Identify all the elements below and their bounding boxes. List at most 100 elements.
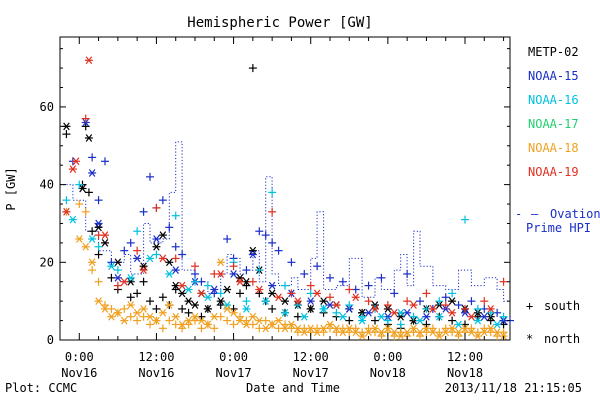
south-point <box>158 196 167 205</box>
south-point <box>229 320 238 329</box>
south-point <box>268 304 277 313</box>
south-point <box>364 297 373 306</box>
south-point <box>133 289 142 298</box>
north-point <box>158 231 167 239</box>
legend-entry: NOAA-17 <box>528 117 579 131</box>
south-point <box>293 301 302 310</box>
north-point <box>165 270 174 278</box>
north-point <box>338 328 347 337</box>
north-point <box>68 215 77 224</box>
north-point <box>371 324 379 333</box>
south-point <box>88 227 97 236</box>
north-point <box>358 332 367 340</box>
legend-entry: NOAA-15 <box>528 69 579 83</box>
south-point <box>364 281 373 290</box>
south-point <box>326 293 334 302</box>
south-point <box>184 308 193 317</box>
south-point <box>242 297 251 306</box>
north-point <box>422 312 431 321</box>
north-point <box>184 297 193 306</box>
north-point <box>454 328 463 337</box>
timestamp: 2013/11/18 21:15:05 <box>445 381 582 395</box>
south-point <box>178 250 187 259</box>
south-point <box>255 266 264 275</box>
north-point <box>210 285 219 294</box>
south-point <box>371 316 379 325</box>
south-point <box>113 281 122 290</box>
north-point <box>139 305 148 313</box>
south-point <box>461 215 469 224</box>
north-point <box>416 328 424 337</box>
north-point <box>319 297 328 306</box>
south-point <box>435 297 444 306</box>
x-tick-date-label: Nov18 <box>447 366 483 380</box>
ovation-legend-sublabel: Prime HPI <box>526 221 591 235</box>
north-point <box>486 324 495 333</box>
south-point <box>422 289 431 298</box>
y-axis-label: P [GW] <box>4 167 18 210</box>
north-point <box>306 297 315 306</box>
x-tick-date-label: Nov18 <box>370 366 406 380</box>
north-point <box>293 324 302 333</box>
south-point <box>274 246 283 255</box>
north-point <box>62 122 71 131</box>
north-point <box>435 332 444 340</box>
north-point <box>107 312 116 321</box>
south-point <box>139 277 148 286</box>
legend-entry: NOAA-19 <box>528 165 579 179</box>
north-point <box>88 169 97 177</box>
north-point <box>422 324 431 333</box>
north-point <box>75 235 84 243</box>
south-point <box>62 130 71 139</box>
south-point <box>158 293 167 302</box>
y-tick-label: 0 <box>47 333 54 347</box>
south-point <box>422 320 431 329</box>
north-point <box>81 242 90 251</box>
north-point <box>101 239 109 247</box>
north-point <box>107 262 116 271</box>
south-point <box>287 289 296 298</box>
ovation-legend-label: Ovation <box>550 207 600 221</box>
south-point <box>146 172 154 181</box>
north-point <box>88 258 97 267</box>
south-point <box>165 223 174 232</box>
north-point <box>281 324 289 333</box>
north-point <box>396 332 405 340</box>
south-point <box>499 312 508 321</box>
south-point <box>448 289 457 298</box>
south-point <box>126 312 135 321</box>
ovation-legend-dash: – <box>531 207 539 221</box>
north-point <box>165 301 174 309</box>
south-point <box>94 196 103 205</box>
south-point <box>229 262 238 271</box>
south-point <box>191 277 199 286</box>
north-point <box>274 293 283 302</box>
south-point <box>84 188 93 197</box>
south-point <box>281 281 289 290</box>
north-point <box>255 285 264 294</box>
south-point <box>223 235 232 243</box>
north-point <box>480 328 489 337</box>
north-point <box>448 324 457 333</box>
x-tick-time-label: 0:00 <box>65 350 94 364</box>
north-point <box>454 320 463 329</box>
north-marker-symbol: * <box>526 332 533 346</box>
south-marker-symbol: + <box>526 299 533 313</box>
y-tick-label: 60 <box>40 100 54 114</box>
north-point <box>313 328 322 337</box>
north-point <box>133 254 142 263</box>
south-point <box>223 316 232 325</box>
south-point <box>152 250 161 259</box>
south-point <box>403 269 412 278</box>
legend: METP-02 NOAA-15 NOAA-16 NOAA-17 NOAA-18 NOAA-… <box>528 45 579 179</box>
north-point <box>287 320 296 329</box>
south-point <box>345 285 354 294</box>
north-point <box>306 305 315 313</box>
south-point <box>126 293 135 302</box>
x-tick-time-label: 0:00 <box>373 350 402 364</box>
north-point <box>268 281 277 290</box>
north-point <box>113 273 122 282</box>
north-point <box>364 308 373 317</box>
south-point <box>300 269 309 278</box>
north-point <box>390 308 399 317</box>
